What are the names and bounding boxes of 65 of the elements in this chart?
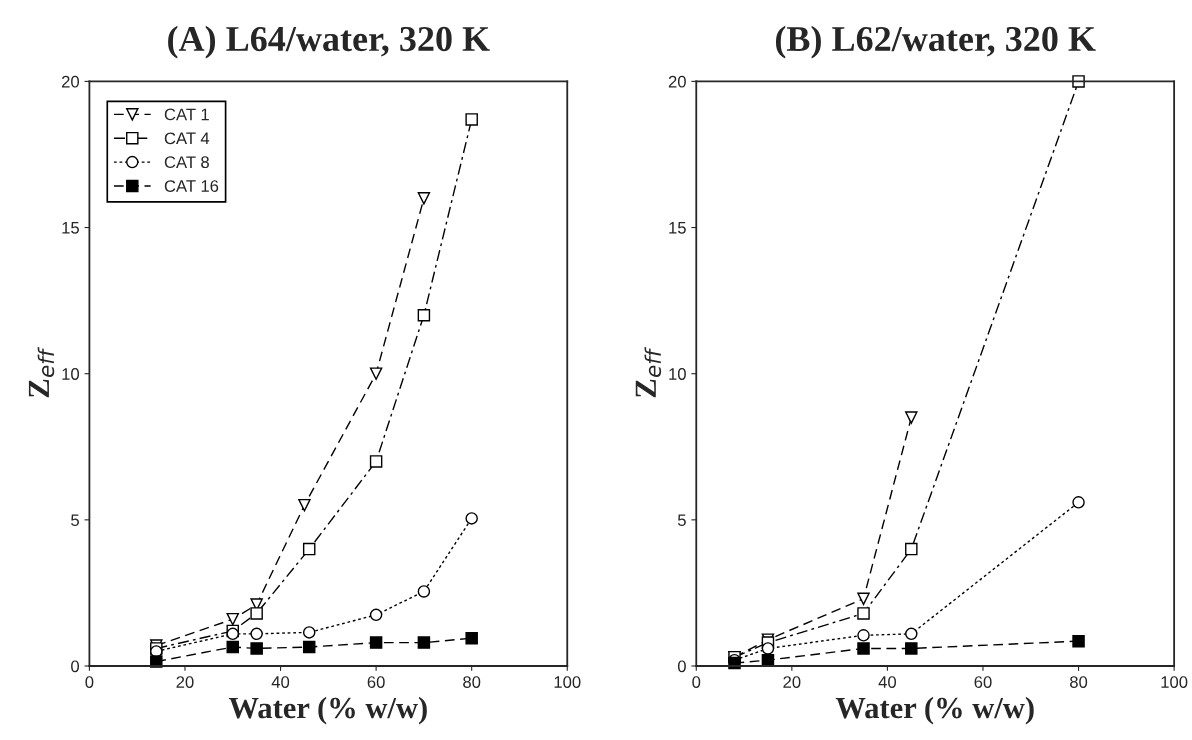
point (417, 585, 431, 598)
y-tick-label: 10 (669, 368, 686, 380)
y-tick-label: 0 (71, 660, 80, 673)
point (905, 627, 918, 641)
point (465, 512, 478, 525)
x-tick-label: 0 (85, 676, 94, 688)
point (857, 607, 870, 620)
chart-title: (B) L62/water, 320 K (775, 25, 1096, 59)
point (369, 367, 383, 380)
point (1072, 634, 1085, 648)
legend-label: CAT 8 (164, 156, 209, 169)
point (905, 642, 918, 655)
y-axis-title: Z$_{eff}$ (635, 347, 662, 398)
x-tick-label: 60 (974, 676, 992, 688)
x-axis-title: Water (% w/w) (835, 696, 1034, 725)
point (369, 455, 383, 468)
x-tick-label: 40 (271, 676, 290, 688)
point (417, 308, 431, 322)
point (302, 640, 316, 654)
legend-label: CAT 1 (164, 108, 209, 121)
point (417, 636, 431, 649)
legend-label: CAT 4 (164, 132, 210, 145)
x-axis-title: Water (% w/w) (228, 696, 427, 725)
point (226, 640, 240, 654)
point (1072, 75, 1085, 88)
point (302, 626, 316, 639)
point (761, 642, 775, 655)
point (150, 655, 163, 668)
point (905, 542, 918, 556)
point (857, 592, 870, 606)
point (417, 192, 431, 205)
point (250, 627, 263, 641)
y-tick-label: 0 (677, 660, 686, 673)
y-tick-label: 20 (61, 75, 80, 88)
x-tick-label: 20 (176, 676, 194, 688)
point (250, 642, 263, 655)
point (465, 631, 478, 645)
point (298, 498, 311, 512)
y-tick-label: 15 (669, 222, 686, 234)
y-tick-label: 5 (71, 514, 79, 527)
x-tick-label: 80 (463, 676, 481, 688)
point (369, 636, 383, 649)
point (905, 411, 918, 424)
x-tick-label: 20 (783, 676, 801, 688)
x-tick-label: 60 (367, 676, 385, 688)
y-tick-label: 10 (62, 368, 80, 380)
point (857, 629, 870, 642)
point (1072, 496, 1085, 509)
point (250, 607, 263, 620)
x-tick-label: 80 (1070, 676, 1088, 688)
x-tick-label: 40 (878, 676, 897, 688)
point (857, 642, 870, 655)
y-axis-title: Z$_{eff}$ (28, 347, 55, 398)
legend-label: CAT 16 (164, 180, 219, 192)
chart-title: (A) L64/water, 320 K (168, 25, 490, 59)
point (369, 608, 383, 622)
x-tick-label: 100 (554, 676, 581, 688)
y-tick-label: 20 (668, 75, 686, 88)
point (302, 542, 316, 556)
y-tick-label: 15 (62, 222, 79, 234)
x-tick-label: 100 (1161, 676, 1188, 688)
point (465, 113, 478, 126)
point (226, 612, 240, 626)
y-tick-label: 5 (677, 514, 686, 527)
x-tick-label: 0 (692, 676, 701, 688)
